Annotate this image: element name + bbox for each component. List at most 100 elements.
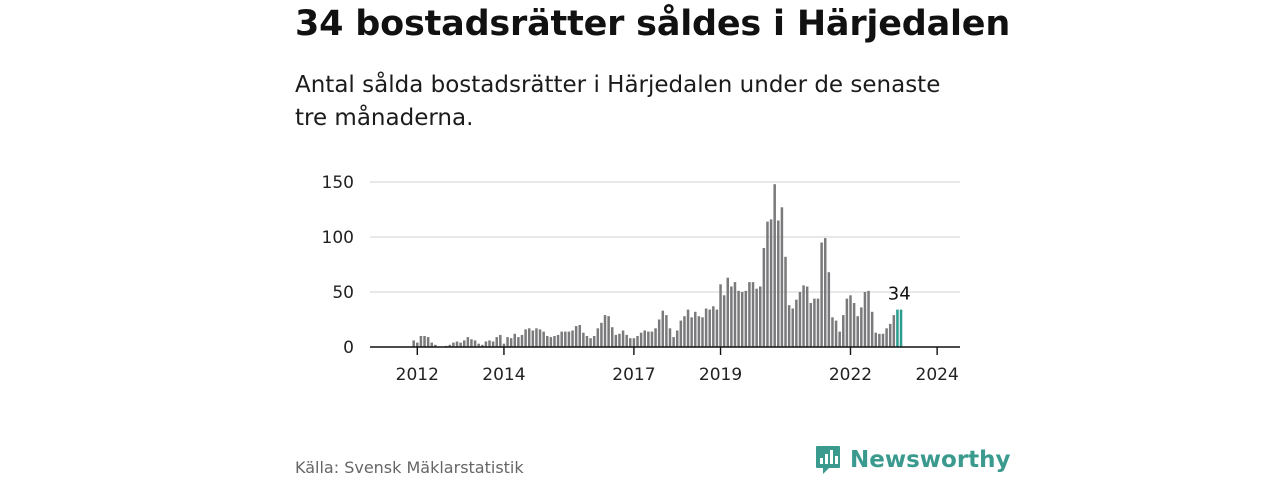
bar <box>462 340 466 347</box>
bar <box>589 338 592 347</box>
bar <box>838 331 841 347</box>
bar <box>694 311 697 347</box>
y-tick-label: 100 <box>322 228 354 248</box>
bar <box>639 332 643 347</box>
bar <box>600 322 603 347</box>
bar <box>704 308 708 347</box>
bar <box>625 334 628 347</box>
bar <box>888 323 892 347</box>
bar <box>473 340 477 347</box>
bar <box>582 332 585 347</box>
bar <box>459 342 462 347</box>
bar <box>629 338 632 347</box>
bar <box>549 337 553 347</box>
bar <box>657 319 661 347</box>
bar <box>668 328 672 347</box>
bar <box>647 331 650 347</box>
last-value-label: 34 <box>888 284 911 305</box>
bar-highlight <box>899 309 903 347</box>
bar <box>823 238 827 347</box>
bar <box>769 219 773 347</box>
bar <box>546 336 549 347</box>
x-tick-label: 2012 <box>396 365 439 385</box>
bar <box>726 277 730 347</box>
bar <box>665 315 668 347</box>
bar <box>683 316 686 347</box>
bar <box>827 272 831 347</box>
bar <box>755 288 758 347</box>
bar <box>491 341 495 347</box>
bar <box>509 338 513 347</box>
bar <box>654 328 657 347</box>
bar <box>524 329 527 347</box>
bar <box>513 333 517 347</box>
bar-chart: 0 50 100 150 2012 2014 2017 2019 2022 2024 34 <box>322 173 960 385</box>
bar <box>715 309 719 347</box>
bar <box>740 292 744 347</box>
bar <box>650 331 654 347</box>
bar <box>416 342 419 347</box>
bar <box>618 333 621 347</box>
y-tick-label: 0 <box>343 338 354 358</box>
bar <box>856 316 859 347</box>
bar <box>632 338 636 347</box>
bar <box>686 309 690 347</box>
bar <box>610 327 614 347</box>
bar <box>860 307 863 347</box>
bar <box>538 329 542 347</box>
bar <box>795 299 798 347</box>
bar <box>495 337 498 347</box>
bar <box>520 334 524 347</box>
bar <box>614 334 618 347</box>
bar <box>535 328 538 347</box>
bar <box>892 315 896 347</box>
bar <box>502 343 506 347</box>
x-tick-label: 2022 <box>829 365 872 385</box>
brand-name: Newsworthy <box>850 447 1011 473</box>
bar-highlight <box>896 309 899 347</box>
bar <box>766 221 769 347</box>
bar <box>585 336 589 347</box>
bar <box>574 326 578 347</box>
bar <box>733 282 737 347</box>
bar <box>636 336 639 347</box>
bar <box>831 317 834 347</box>
bar <box>809 303 813 347</box>
bar <box>885 328 888 347</box>
bar <box>517 337 520 347</box>
bar <box>751 282 755 347</box>
bar <box>759 286 762 347</box>
bar <box>867 290 870 347</box>
brand-logo: Newsworthy <box>815 445 1011 475</box>
bar <box>878 333 881 347</box>
bar <box>499 334 502 347</box>
x-tick-label: 2014 <box>482 365 525 385</box>
bar <box>722 295 726 347</box>
bar <box>578 325 581 347</box>
bar <box>434 344 437 347</box>
bar <box>567 331 571 347</box>
bar <box>477 343 480 347</box>
bar <box>870 311 874 347</box>
bar <box>455 341 459 347</box>
bar <box>430 342 433 347</box>
bar <box>791 308 794 347</box>
bar <box>834 320 838 347</box>
bar <box>874 332 878 347</box>
bar <box>762 248 766 347</box>
bar <box>603 315 607 347</box>
bar <box>527 328 531 347</box>
y-tick-label: 150 <box>322 173 354 193</box>
bar <box>484 341 488 347</box>
bar <box>708 309 711 347</box>
bar <box>701 317 704 347</box>
bar <box>675 330 679 347</box>
bar <box>423 336 426 347</box>
bar <box>412 340 415 347</box>
bar <box>798 292 802 347</box>
bar <box>571 330 574 347</box>
bar <box>737 290 740 347</box>
bar <box>813 298 816 347</box>
bar <box>845 298 849 347</box>
chart-title: 34 bostadsrätter såldes i Härjedalen <box>295 4 1011 44</box>
